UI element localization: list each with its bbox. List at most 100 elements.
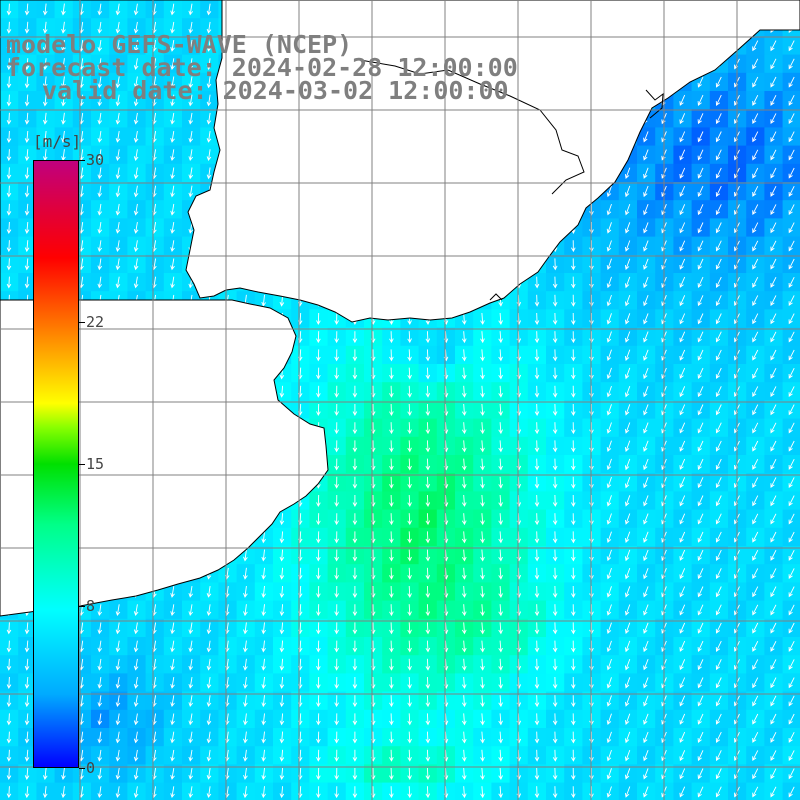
wind-arrow xyxy=(188,40,194,52)
wind-arrow xyxy=(188,185,194,198)
wind-arrow xyxy=(97,131,103,143)
colorbar-tick-label: 22 xyxy=(86,313,105,332)
colorbar-unit: [m/s] xyxy=(33,132,82,151)
wind-arrow xyxy=(752,167,759,179)
wind-arrow xyxy=(24,130,30,143)
colorbar-tick-label: 15 xyxy=(86,455,105,473)
wind-arrow xyxy=(770,131,777,143)
wind-arrow xyxy=(206,76,212,89)
wind-arrow xyxy=(133,167,139,180)
wind-arrow xyxy=(24,76,30,89)
wind-arrow xyxy=(624,167,631,179)
wind-arrow xyxy=(679,131,686,143)
wind-arrow xyxy=(715,94,722,106)
wind-arrow xyxy=(115,149,121,162)
wind-arrow xyxy=(61,39,66,52)
wind-arrow xyxy=(24,58,30,71)
wind-arrow xyxy=(788,113,795,125)
colorbar-tick-mark xyxy=(79,464,85,465)
wind-arrow xyxy=(42,58,48,71)
wind-arrow xyxy=(24,94,30,107)
wind-arrow xyxy=(697,94,704,106)
wind-arrow xyxy=(752,149,759,161)
wind-arrow xyxy=(715,149,722,161)
wind-arrow xyxy=(770,167,777,179)
wind-arrow xyxy=(24,3,30,16)
wind-arrow xyxy=(752,76,759,88)
wind-arrow xyxy=(188,94,194,107)
wind-arrow xyxy=(643,185,649,198)
wind-arrow xyxy=(6,76,12,89)
colorbar-tick-label: 8 xyxy=(86,596,96,615)
wind-arrow xyxy=(115,58,121,71)
wind-arrow xyxy=(679,94,686,106)
wind-arrow xyxy=(115,112,121,125)
wind-arrow xyxy=(188,112,194,125)
wind-arrow xyxy=(6,167,12,180)
wind-arrow xyxy=(715,185,722,197)
wind-arrow xyxy=(170,167,175,180)
wind-arrow xyxy=(188,167,194,180)
wind-arrow xyxy=(788,76,795,88)
wind-arrow xyxy=(6,3,12,16)
wind-arrow xyxy=(133,40,139,52)
wind-arrow xyxy=(679,185,686,197)
wind-arrow xyxy=(788,58,795,70)
wind-arrow xyxy=(115,3,121,16)
wind-arrow xyxy=(97,21,103,34)
wind-arrow xyxy=(6,94,12,107)
wind-arrow xyxy=(97,58,103,71)
wind-arrow xyxy=(42,39,48,52)
wind-arrow xyxy=(643,131,649,143)
colorbar-tick-mark xyxy=(79,768,85,769)
wind-arrow xyxy=(752,58,759,70)
wind-arrow xyxy=(752,40,759,52)
wind-arrow xyxy=(133,3,139,16)
wind-arrow xyxy=(624,185,631,198)
wind-arrow xyxy=(715,167,722,179)
wind-arrow xyxy=(6,58,12,71)
wind-arrow xyxy=(42,21,48,34)
wind-arrow xyxy=(6,185,12,198)
wind-arrow xyxy=(679,167,686,179)
wind-arrow xyxy=(61,130,66,143)
wind-arrow xyxy=(42,76,48,89)
wind-arrow xyxy=(770,149,777,161)
wind-arrow xyxy=(170,76,175,89)
wind-arrow xyxy=(97,40,103,52)
wind-arrow xyxy=(24,185,30,198)
wind-arrow xyxy=(206,149,212,162)
wind-arrow xyxy=(788,131,795,143)
wind-arrow xyxy=(770,113,777,125)
wind-arrow xyxy=(42,112,48,125)
wind-arrow xyxy=(188,3,194,16)
wind-arrow xyxy=(24,149,30,162)
wind-arrow xyxy=(188,131,194,143)
wind-arrow xyxy=(115,167,121,180)
wind-arrow xyxy=(770,76,777,88)
wind-arrow xyxy=(643,167,649,179)
wind-arrow xyxy=(133,76,139,89)
wind-arrow xyxy=(715,113,722,125)
wind-arrow xyxy=(697,131,704,143)
wind-arrow xyxy=(115,40,121,52)
colorbar-tick-mark xyxy=(79,160,85,161)
wind-arrow xyxy=(24,167,30,180)
wind-arrow xyxy=(643,149,649,161)
wind-arrow xyxy=(61,21,66,34)
wind-arrow xyxy=(170,149,175,162)
wind-arrow xyxy=(770,94,777,106)
wind-arrow xyxy=(133,58,139,71)
wind-arrow xyxy=(206,167,212,180)
colorbar-tick-label: 30 xyxy=(86,151,105,169)
colorbar xyxy=(33,160,79,768)
wind-arrow xyxy=(42,3,48,16)
wind-arrow xyxy=(97,94,103,107)
wind-arrow xyxy=(206,58,212,71)
wind-cell xyxy=(782,782,800,800)
wind-arrow xyxy=(170,21,175,34)
wind-arrow xyxy=(770,58,777,70)
colorbar-tick-label: 0 xyxy=(86,759,96,777)
wind-arrow xyxy=(170,131,175,143)
